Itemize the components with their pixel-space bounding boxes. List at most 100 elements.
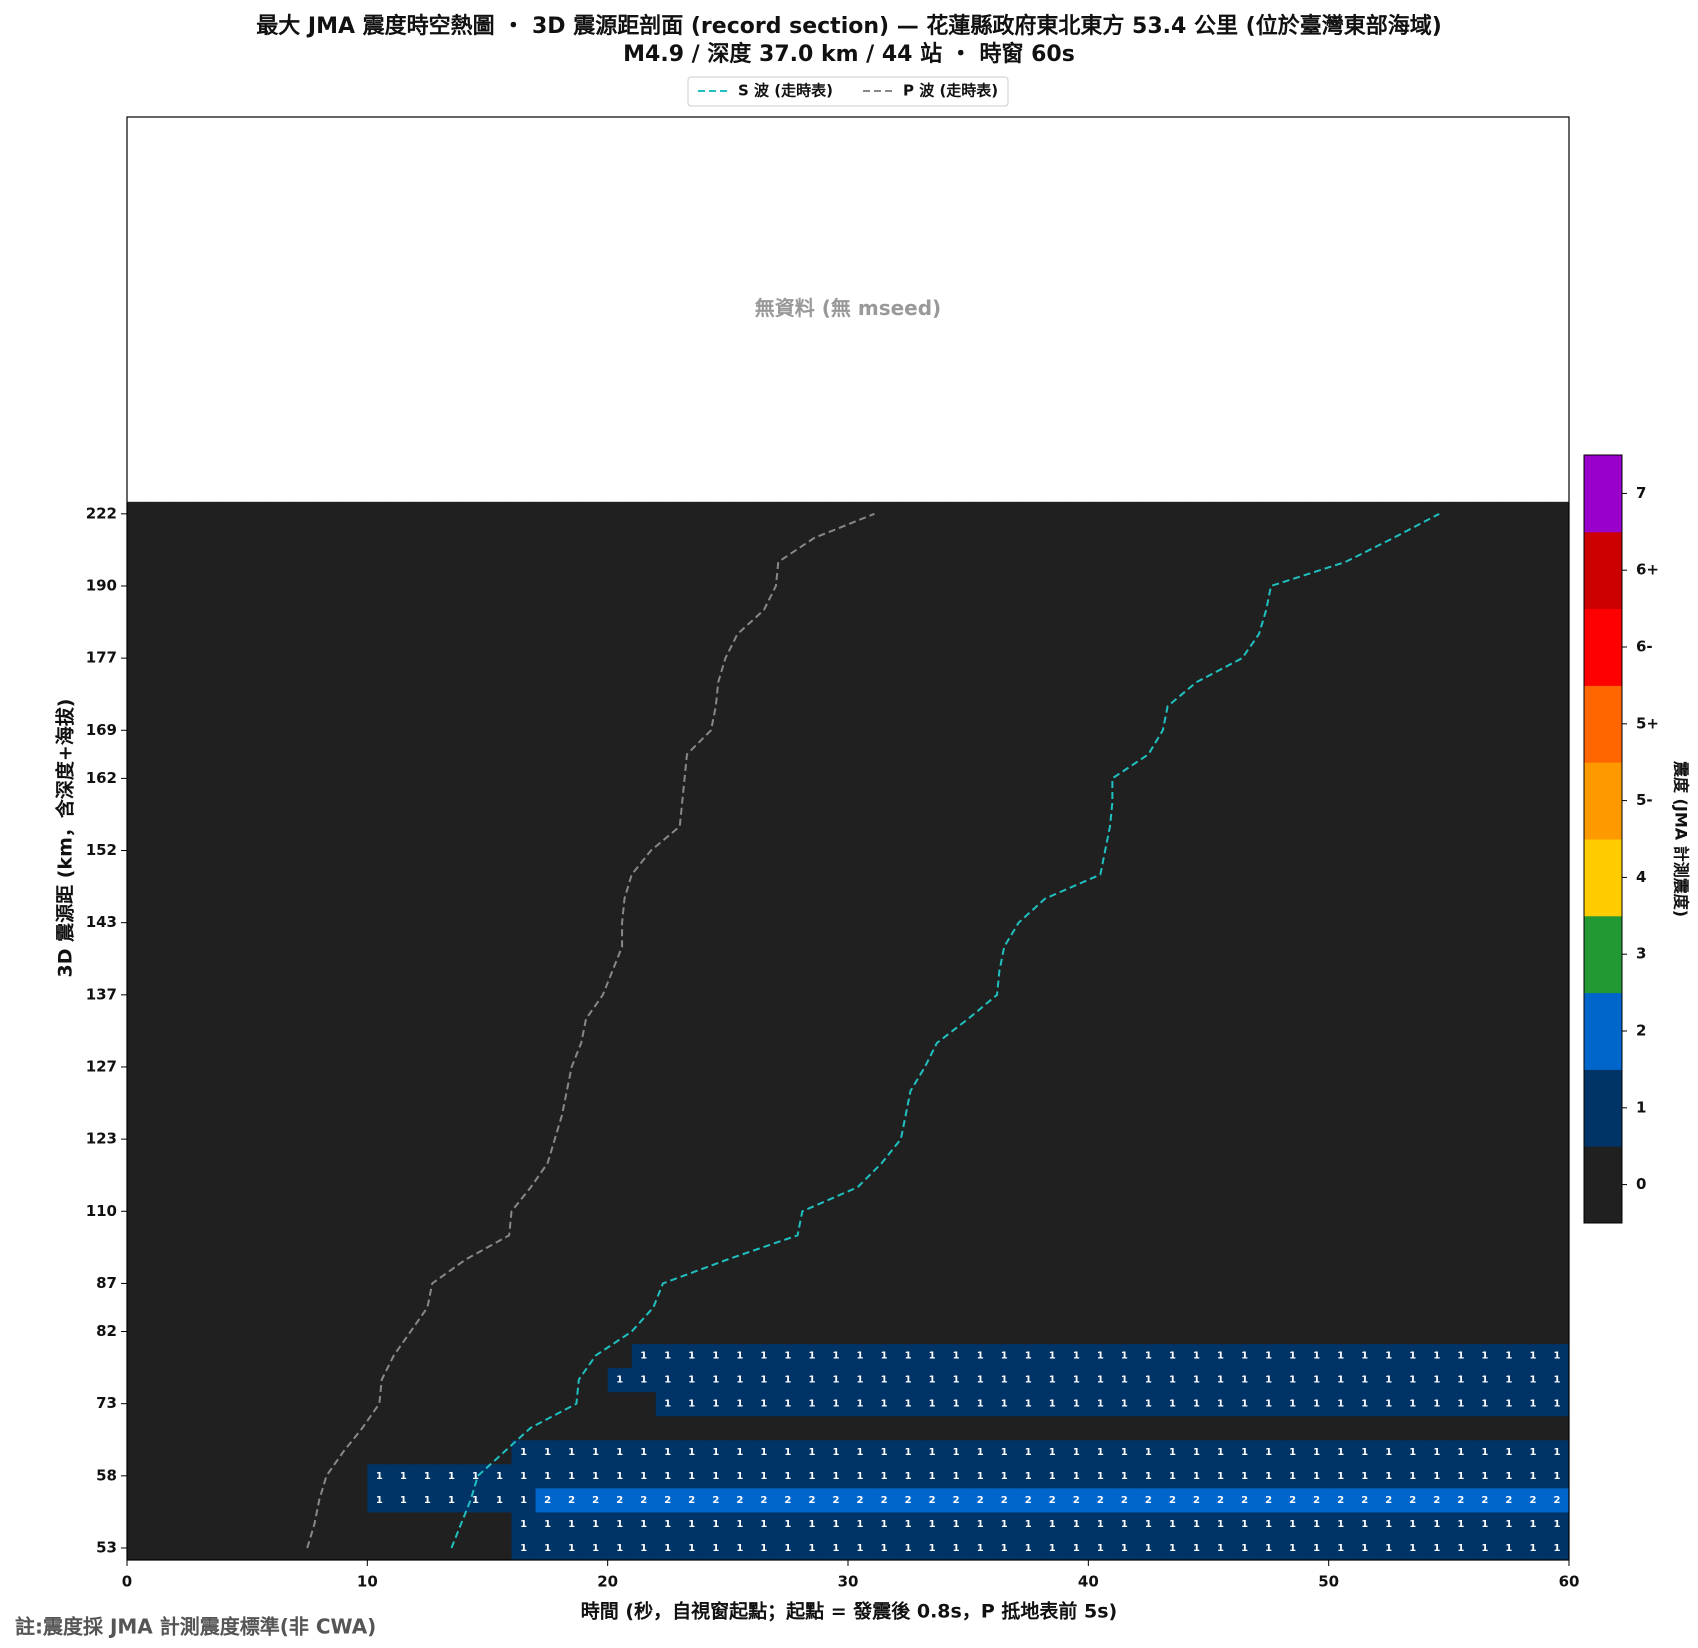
heat-cell	[247, 1319, 272, 1345]
heat-cell	[415, 1463, 440, 1489]
heat-cell	[799, 838, 825, 864]
cell-label: 1	[1097, 1543, 1104, 1554]
heat-cell	[271, 1367, 296, 1393]
heat-cell	[775, 1271, 801, 1296]
cell-label: 1	[1169, 1471, 1176, 1482]
heat-cell	[823, 862, 849, 888]
cell-label: 1	[1289, 1351, 1296, 1362]
heat-cell	[1160, 886, 1185, 912]
heat-cell	[223, 766, 248, 791]
heat-cell	[1112, 598, 1137, 623]
heat-cell	[223, 838, 248, 864]
heat-cell	[1160, 1535, 1185, 1561]
cell-label: 1	[1025, 1351, 1032, 1362]
heat-cell	[343, 1199, 368, 1224]
heat-cell	[992, 1175, 1017, 1200]
heat-cell	[823, 1415, 849, 1441]
heat-cell	[1016, 766, 1041, 791]
heat-cell	[1064, 910, 1089, 936]
heat-cell	[1520, 694, 1546, 719]
heat-cell	[992, 670, 1017, 695]
heat-cell	[439, 1247, 464, 1272]
cell-label: 1	[953, 1447, 960, 1458]
heat-cell	[1136, 622, 1161, 647]
heat-cell	[1088, 1367, 1113, 1393]
heat-cell	[511, 958, 537, 984]
heat-cell	[367, 501, 392, 527]
heat-cell	[367, 1535, 392, 1561]
colorbar-swatch	[1584, 1069, 1622, 1147]
heat-cell	[896, 718, 921, 743]
heat-cell	[1256, 838, 1282, 864]
heat-cell	[872, 1006, 897, 1032]
heat-cell	[1472, 1391, 1498, 1417]
heat-cell	[1112, 1103, 1137, 1128]
heat-cell	[223, 1511, 248, 1537]
heat-cell	[391, 1343, 416, 1369]
heat-cell	[1016, 886, 1041, 912]
heat-cell	[703, 1295, 729, 1320]
heat-cell	[151, 1079, 176, 1104]
heat-cell	[1304, 862, 1330, 888]
heat-cell	[127, 790, 152, 815]
heat-cell	[1064, 958, 1089, 984]
heat-cell	[511, 598, 537, 623]
heat-cell	[1448, 1295, 1474, 1320]
heat-cell	[463, 573, 488, 599]
heat-cell	[727, 525, 753, 551]
heat-cell	[1088, 1199, 1113, 1224]
cell-label: 2	[1073, 1495, 1080, 1506]
heat-cell	[1088, 1030, 1113, 1056]
heat-cell	[1448, 694, 1474, 719]
heat-cell	[127, 670, 152, 695]
cell-label: 1	[905, 1375, 912, 1386]
cell-label: 1	[808, 1471, 815, 1482]
heat-cell	[607, 670, 633, 695]
heat-cell	[1376, 958, 1402, 984]
heat-cell	[487, 573, 513, 599]
heat-cell	[391, 525, 416, 551]
heat-cell	[703, 862, 729, 888]
heat-cell	[1328, 1006, 1354, 1032]
heat-cell	[127, 1030, 152, 1056]
heat-cell	[1256, 1030, 1282, 1056]
cell-label: 1	[760, 1399, 767, 1410]
heat-cell	[1040, 982, 1065, 1008]
heat-cell	[607, 718, 633, 743]
heat-cell	[920, 1223, 945, 1248]
heat-cell	[1016, 1367, 1041, 1393]
heat-cell	[535, 1030, 561, 1056]
heat-cell	[367, 1463, 392, 1489]
heat-cell	[1256, 1127, 1282, 1152]
heat-cell	[415, 1271, 440, 1296]
heat-cell	[968, 862, 993, 888]
heat-cell	[247, 1463, 272, 1489]
heat-cell	[271, 1175, 296, 1200]
heat-cell	[199, 1367, 224, 1393]
heat-cell	[343, 1247, 368, 1272]
heat-cell	[1352, 1151, 1378, 1176]
heat-cell	[1376, 1030, 1402, 1056]
heat-cell	[1112, 742, 1137, 767]
cell-label: 1	[760, 1471, 767, 1482]
heat-cell	[271, 742, 296, 767]
heat-cell	[1520, 934, 1546, 960]
heat-cell	[751, 1030, 777, 1056]
heat-cell	[1376, 1054, 1402, 1080]
heat-cell	[799, 1271, 825, 1296]
heat-cell	[607, 1103, 633, 1128]
heat-cell	[1304, 1415, 1330, 1441]
heat-cell	[295, 886, 320, 912]
heat-cell	[1184, 1439, 1209, 1465]
cell-label: 1	[400, 1495, 407, 1506]
heat-cell	[1496, 766, 1522, 791]
heat-cell	[751, 1511, 777, 1537]
heat-cell	[367, 1054, 392, 1080]
heat-cell	[367, 1439, 392, 1465]
heat-cell	[1256, 1247, 1282, 1272]
heat-cell	[151, 1054, 176, 1080]
heat-cell	[872, 1319, 897, 1345]
heat-cell	[968, 718, 993, 743]
heat-cell	[223, 1487, 248, 1513]
